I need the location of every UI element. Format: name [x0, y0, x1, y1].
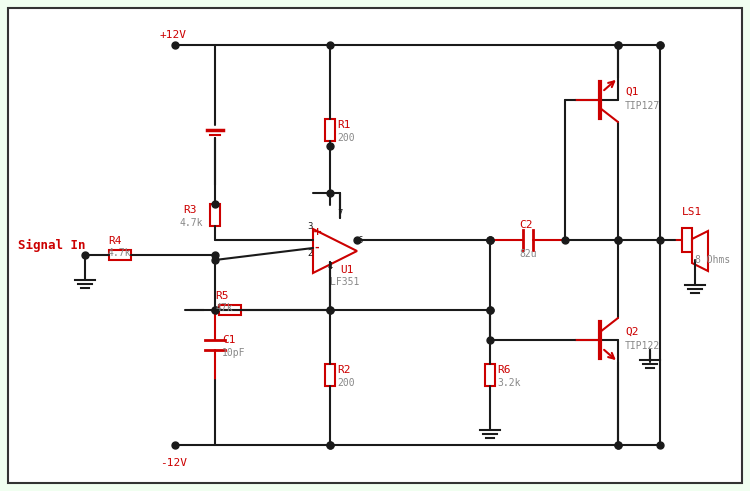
- Text: C2: C2: [520, 220, 533, 230]
- Text: TIP127: TIP127: [625, 101, 660, 111]
- Text: LF351: LF351: [330, 277, 359, 287]
- Text: U1: U1: [340, 265, 353, 275]
- Text: R6: R6: [497, 365, 511, 375]
- Text: 82u: 82u: [520, 249, 537, 259]
- Bar: [682, 228, 692, 252]
- Text: R2: R2: [337, 365, 350, 375]
- Text: -12V: -12V: [160, 458, 187, 468]
- Text: Signal In: Signal In: [18, 239, 86, 251]
- Text: 8 Ohms: 8 Ohms: [695, 255, 730, 265]
- Text: 3.2k: 3.2k: [497, 378, 520, 388]
- Bar: [325, 364, 335, 386]
- Text: +12V: +12V: [160, 30, 187, 40]
- Text: TIP122: TIP122: [625, 341, 660, 351]
- Text: C1: C1: [222, 335, 236, 345]
- Bar: [109, 250, 131, 260]
- Text: 4.7k: 4.7k: [180, 218, 203, 228]
- Text: 4: 4: [327, 262, 333, 271]
- Text: -: -: [315, 243, 320, 253]
- Text: 2: 2: [308, 249, 313, 258]
- Text: 7: 7: [338, 209, 343, 218]
- Text: Q1: Q1: [625, 87, 638, 97]
- Text: 200: 200: [337, 378, 355, 388]
- Bar: [210, 204, 220, 226]
- Text: 47k: 47k: [215, 303, 232, 313]
- Bar: [219, 305, 241, 315]
- Bar: [325, 119, 335, 141]
- Text: 4.7k: 4.7k: [108, 248, 131, 258]
- Text: R3: R3: [183, 205, 196, 215]
- Text: R1: R1: [337, 120, 350, 130]
- Bar: [485, 364, 495, 386]
- Text: +: +: [312, 227, 322, 237]
- Text: 200: 200: [337, 133, 355, 143]
- Text: R4: R4: [108, 236, 122, 246]
- Text: Q2: Q2: [625, 327, 638, 337]
- Text: 3: 3: [308, 221, 313, 230]
- Text: 6: 6: [357, 236, 362, 245]
- Text: LS1: LS1: [682, 207, 702, 217]
- Text: 10pF: 10pF: [222, 348, 245, 358]
- Text: R5: R5: [215, 291, 229, 301]
